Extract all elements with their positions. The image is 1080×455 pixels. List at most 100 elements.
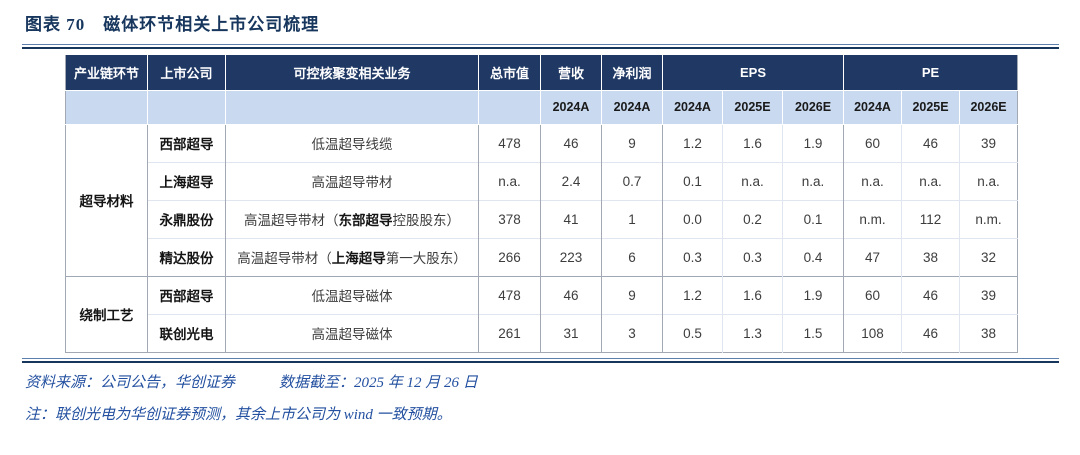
cell-pe-2026e: n.m. xyxy=(959,199,1018,238)
cell-eps-2026e: 1.5 xyxy=(781,313,844,352)
subheader-eps-2026e: 2026E xyxy=(781,89,844,125)
business-text: 高温超导带材（ xyxy=(237,251,332,266)
subheader-pe-2024a: 2024A xyxy=(843,89,902,125)
cell-company: 联创光电 xyxy=(147,313,226,352)
figure-title-text: 磁体环节相关上市公司梳理 xyxy=(103,15,320,34)
table-row: 超导材料 西部超导 低温超导线缆 478 46 9 1.2 1.6 1.9 60… xyxy=(65,123,1018,276)
cell-eps-2026e: 1.9 xyxy=(781,123,844,162)
footer-data-cutoff: 数据截至：2025 年 12 月 26 日 xyxy=(279,375,478,391)
subheader-pe-2025e: 2025E xyxy=(901,89,960,125)
business-text: 高温超导磁体 xyxy=(311,327,393,342)
bottom-rule-divider xyxy=(22,358,1059,363)
cell-eps-2024a: 0.5 xyxy=(662,313,723,352)
business-text: 高温超导带材 xyxy=(311,175,393,190)
cell-revenue: 31 xyxy=(540,313,602,352)
table-row: 联创光电 高温超导磁体 261 31 3 0.5 1.3 1.5 108 46 … xyxy=(66,313,1018,352)
cell-pe-2025e: 46 xyxy=(901,123,960,162)
cell-pe-2026e: 32 xyxy=(959,237,1018,276)
cell-pe-2024a: 47 xyxy=(843,237,902,276)
cell-net-profit: 3 xyxy=(601,313,663,352)
col-header-company: 上市公司 xyxy=(147,55,226,90)
business-text: 低温超导线缆 xyxy=(311,137,393,152)
cell-eps-2026e: n.a. xyxy=(781,161,844,200)
cell-business: 低温超导磁体 xyxy=(225,275,479,314)
companies-table: 产业链环节 上市公司 可控核聚变相关业务 总市值 营收 净利润 EPS PE 2… xyxy=(65,55,1019,353)
cell-pe-2025e: n.a. xyxy=(901,161,960,200)
cell-eps-2024a: 0.3 xyxy=(662,237,723,276)
cell-pe-2024a: 108 xyxy=(843,313,902,352)
cell-eps-2026e: 0.1 xyxy=(781,199,844,238)
cell-eps-2026e: 1.9 xyxy=(781,275,844,314)
cell-eps-2024a: 0.0 xyxy=(662,199,723,238)
table-row: 精达股份 高温超导带材（上海超导第一大股东） 266 223 6 0.3 0.3… xyxy=(66,237,1018,276)
business-text: 低温超导磁体 xyxy=(311,289,393,304)
cell-revenue: 41 xyxy=(540,199,602,238)
col-header-net-profit: 净利润 xyxy=(601,55,663,90)
cell-pe-2024a: 60 xyxy=(843,275,902,314)
cell-business: 低温超导线缆 xyxy=(225,123,479,162)
cell-net-profit: 1 xyxy=(601,199,663,238)
cell-pe-2026e: 38 xyxy=(959,313,1018,352)
header-row: 产业链环节 上市公司 可控核聚变相关业务 总市值 营收 净利润 EPS PE xyxy=(65,55,1018,90)
cell-pe-2024a: n.m. xyxy=(843,199,902,238)
cell-eps-2025e: 1.3 xyxy=(722,313,783,352)
footer-source: 资料来源：公司公告，华创证券 xyxy=(25,375,236,391)
cell-company: 永鼎股份 xyxy=(147,199,226,238)
cell-pe-2025e: 46 xyxy=(901,313,960,352)
cell-market-cap: 478 xyxy=(478,275,541,314)
cell-pe-2024a: 60 xyxy=(843,123,902,162)
col-header-pe: PE xyxy=(843,55,1018,90)
cell-business: 高温超导磁体 xyxy=(225,313,479,352)
cell-pe-2026e: 39 xyxy=(959,123,1018,162)
cell-net-profit: 9 xyxy=(601,123,663,162)
cell-pe-2025e: 112 xyxy=(901,199,960,238)
cell-eps-2024a: 1.2 xyxy=(662,275,723,314)
business-text: 第一大股东） xyxy=(385,251,467,266)
cell-segment: 绕制工艺 xyxy=(65,275,148,352)
cell-market-cap: 378 xyxy=(478,199,541,238)
subheader-empty-segment xyxy=(65,89,148,125)
cell-revenue: 223 xyxy=(540,237,602,276)
figure-title: 图表 70 磁体环节相关上市公司梳理 xyxy=(25,10,319,35)
cell-eps-2026e: 0.4 xyxy=(781,237,844,276)
figure-label: 图表 70 xyxy=(25,15,86,34)
subheader-empty-market-cap xyxy=(478,89,541,125)
subheader-eps-2024a: 2024A xyxy=(662,89,723,125)
cell-eps-2024a: 0.1 xyxy=(662,161,723,200)
subheader-pe-2026e: 2026E xyxy=(959,89,1018,125)
cell-eps-2025e: 0.3 xyxy=(722,237,783,276)
cell-market-cap: 261 xyxy=(478,313,541,352)
cell-revenue: 46 xyxy=(540,123,602,162)
cell-company: 西部超导 xyxy=(147,275,226,314)
cell-company: 精达股份 xyxy=(147,237,226,276)
cell-segment: 超导材料 xyxy=(65,123,148,276)
top-rule-divider xyxy=(22,44,1059,49)
cell-business: 高温超导带材（上海超导第一大股东） xyxy=(225,237,479,276)
cell-net-profit: 6 xyxy=(601,237,663,276)
footer-note: 注：联创光电为华创证券预测，其余上市公司为 wind 一致预期。 xyxy=(25,407,452,423)
table-container: 产业链环节 上市公司 可控核聚变相关业务 总市值 营收 净利润 EPS PE 2… xyxy=(65,55,1019,353)
subheader-empty-business xyxy=(225,89,479,125)
cell-market-cap: n.a. xyxy=(478,161,541,200)
business-text: 控股股东） xyxy=(392,213,461,228)
cell-revenue: 46 xyxy=(540,275,602,314)
col-header-revenue: 营收 xyxy=(540,55,602,90)
subheader-net-profit-year: 2024A xyxy=(601,89,663,125)
cell-market-cap: 266 xyxy=(478,237,541,276)
business-text: 高温超导带材（ xyxy=(244,213,339,228)
cell-eps-2025e: 1.6 xyxy=(722,123,783,162)
business-bold-text: 东部超导 xyxy=(338,213,393,228)
subheader-row: 2024A 2024A 2024A 2025E 2026E 2024A 2025… xyxy=(65,89,1018,125)
cell-eps-2024a: 1.2 xyxy=(662,123,723,162)
cell-net-profit: 9 xyxy=(601,275,663,314)
subheader-empty-company xyxy=(147,89,226,125)
cell-business: 高温超导带材（东部超导控股股东） xyxy=(225,199,479,238)
col-header-eps: EPS xyxy=(661,55,844,90)
col-header-market-cap: 总市值 xyxy=(478,55,541,90)
subheader-eps-2025e: 2025E xyxy=(722,89,783,125)
cell-pe-2025e: 38 xyxy=(901,237,960,276)
table-row: 绕制工艺 西部超导 低温超导磁体 478 46 9 1.2 1.6 1.9 60… xyxy=(65,275,1018,352)
cell-pe-2026e: 39 xyxy=(959,275,1018,314)
cell-market-cap: 478 xyxy=(478,123,541,162)
